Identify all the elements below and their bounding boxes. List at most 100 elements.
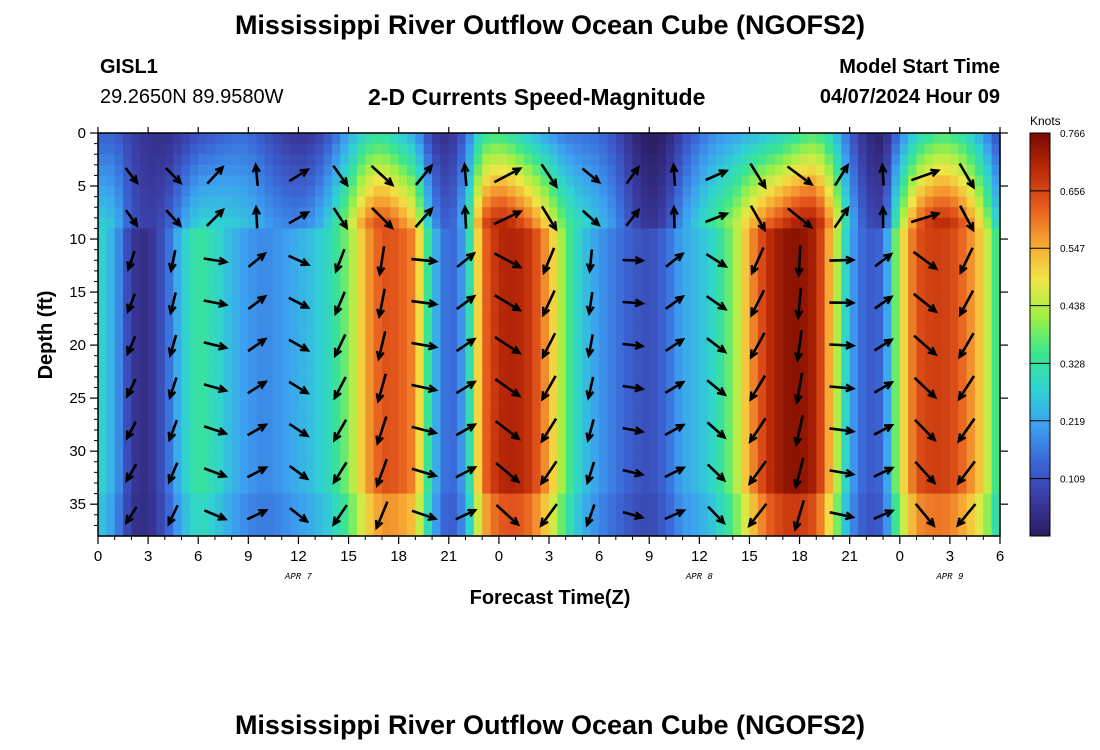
heatmap-cell: [256, 483, 266, 495]
heatmap-cell: [833, 483, 842, 495]
heatmap-cell: [415, 196, 425, 208]
heatmap-cell: [665, 175, 675, 187]
heatmap-cell: [281, 270, 291, 283]
heatmap-cell: [657, 302, 667, 314]
current-arrow-head: [927, 389, 938, 400]
heatmap-cell: [265, 429, 274, 442]
heatmap-cell: [665, 313, 675, 325]
heatmap-cell: [473, 196, 483, 208]
heatmap-cell: [532, 175, 542, 187]
heatmap-cell: [281, 175, 291, 187]
heatmap-cell: [549, 196, 558, 208]
heatmap-cell: [716, 217, 725, 229]
heatmap-cell: [181, 483, 191, 495]
heatmap-cell: [657, 429, 667, 442]
heatmap-cell: [791, 355, 801, 367]
heatmap-cell: [432, 249, 442, 261]
x-tick-label: 3: [144, 548, 152, 565]
heatmap-cell: [557, 217, 567, 229]
heatmap-cell: [757, 133, 767, 145]
heatmap-cell: [599, 376, 609, 389]
heatmap-cell: [874, 408, 884, 420]
heatmap-cell: [173, 164, 183, 176]
heatmap-cell: [624, 398, 634, 410]
heatmap-cell: [407, 514, 416, 526]
heatmap-cell: [515, 355, 525, 367]
heatmap-cell: [290, 281, 300, 293]
heatmap-cell: [866, 143, 876, 155]
heatmap-cell: [899, 143, 909, 155]
heatmap-cell: [891, 207, 901, 219]
heatmap-cell: [908, 323, 918, 336]
heatmap-cell: [273, 292, 283, 304]
x-tick-label: 9: [645, 548, 653, 565]
heatmap-cell: [265, 355, 274, 367]
heatmap-cell: [699, 493, 709, 505]
heatmap-cell: [114, 419, 124, 431]
heatmap-cell: [858, 292, 867, 304]
heatmap-cell: [139, 334, 149, 346]
heatmap-cell: [966, 366, 976, 378]
heatmap-cell: [807, 461, 817, 473]
heatmap-cell: [974, 493, 984, 505]
heatmap-cell: [390, 164, 400, 176]
current-arrow-head: [585, 263, 595, 274]
current-arrow-shaft: [706, 337, 726, 354]
heatmap-cell: [465, 186, 475, 198]
heatmap-cell: [365, 398, 375, 410]
heatmap-cell: [448, 217, 458, 229]
heatmap-cell: [615, 323, 625, 336]
heatmap-cell: [189, 260, 199, 272]
heatmap-cell: [866, 164, 876, 176]
heatmap-cell: [974, 302, 984, 314]
heatmap-cell: [691, 292, 700, 304]
heatmap-cell: [139, 281, 149, 293]
heatmap-cell: [791, 143, 801, 155]
heatmap-cell: [540, 419, 550, 431]
heatmap-cell: [223, 440, 233, 452]
heatmap-cell: [223, 207, 233, 219]
heatmap-cell: [523, 143, 533, 155]
heatmap-cell: [106, 217, 116, 229]
heatmap-cell: [949, 472, 959, 484]
current-arrow-shaft: [206, 166, 224, 185]
heatmap-cell: [649, 366, 659, 378]
heatmap-cell: [398, 334, 408, 346]
heatmap-cell: [181, 164, 191, 176]
heatmap-cell: [849, 175, 859, 187]
heatmap-cell: [599, 419, 609, 431]
heatmap-cell: [674, 207, 684, 219]
current-arrow-head: [541, 391, 550, 402]
heatmap-cell: [599, 270, 609, 283]
heatmap-cell: [582, 228, 592, 240]
heatmap-cell: [883, 133, 893, 145]
heatmap-cell: [991, 313, 1001, 325]
current-arrow-head: [257, 337, 268, 347]
heatmap-cell: [665, 483, 675, 495]
current-arrow-shaft: [125, 420, 137, 439]
heatmap-cell: [766, 483, 776, 495]
heatmap-cell: [807, 270, 817, 283]
heatmap-cell: [532, 323, 542, 336]
heatmap-cell: [916, 313, 926, 325]
heatmap-cell: [156, 483, 166, 495]
y-tick-label: 25: [69, 390, 86, 407]
heatmap-cell: [716, 355, 725, 367]
heatmap-cell: [114, 207, 124, 219]
heatmap-cell: [549, 451, 558, 463]
heatmap-cell: [874, 196, 884, 208]
current-arrow-shaft: [542, 247, 556, 274]
heatmap-cell: [98, 493, 107, 505]
heatmap-cell: [615, 260, 625, 272]
heatmap-cell: [214, 228, 224, 240]
heatmap-cell: [732, 398, 742, 410]
x-tick-label: 18: [791, 548, 808, 565]
heatmap-cell: [532, 207, 542, 219]
heatmap-cell: [432, 260, 442, 272]
heatmap-cell: [532, 143, 542, 155]
heatmap-cell: [131, 493, 141, 505]
heatmap-cell: [415, 154, 425, 166]
heatmap-cell: [574, 429, 584, 442]
heatmap-cell: [916, 302, 926, 314]
heatmap-cell: [273, 440, 283, 452]
